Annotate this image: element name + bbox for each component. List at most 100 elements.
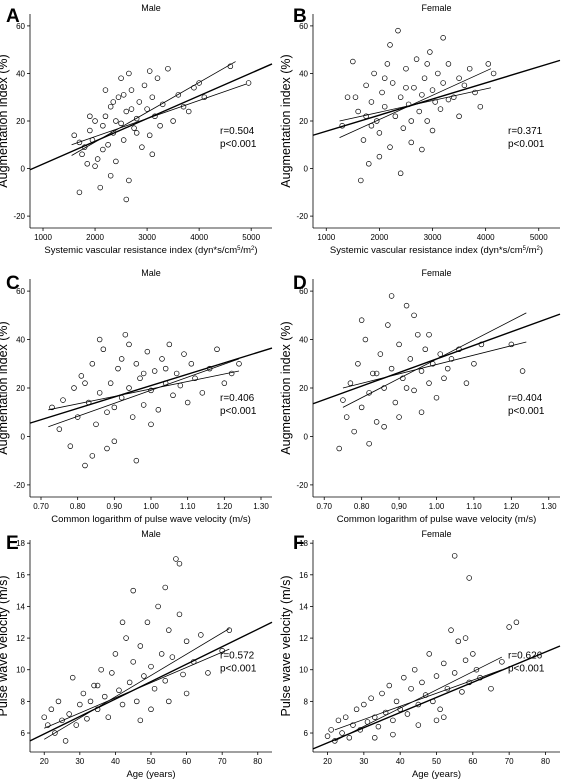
y-tick-label: 12 — [16, 634, 25, 643]
y-tick-label: 20 — [16, 117, 25, 126]
data-point — [158, 651, 165, 657]
data-point — [126, 70, 132, 77]
data-point — [347, 380, 354, 386]
data-point — [173, 370, 180, 377]
data-point — [109, 670, 115, 676]
data-point — [351, 428, 357, 435]
data-point — [435, 70, 441, 77]
panel-title: Female — [421, 268, 451, 278]
data-point — [180, 671, 186, 678]
data-point — [245, 80, 252, 86]
data-point — [470, 651, 476, 657]
x-tick-label: 20 — [40, 757, 49, 766]
data-point — [101, 693, 108, 700]
data-point — [324, 733, 331, 739]
data-point — [372, 735, 378, 741]
data-point — [166, 698, 172, 705]
data-point — [78, 373, 85, 379]
data-point — [451, 670, 458, 676]
data-point — [343, 414, 350, 420]
data-point — [392, 113, 399, 119]
data-point — [141, 673, 147, 679]
data-point — [128, 106, 135, 112]
data-point — [411, 387, 417, 394]
data-point — [473, 666, 480, 673]
x-tick-label: 70 — [218, 757, 227, 766]
data-point — [60, 397, 66, 403]
data-point — [113, 158, 119, 165]
x-tick-label: 2000 — [86, 233, 104, 242]
p-value: p<0.001 — [508, 139, 545, 150]
data-point — [444, 365, 451, 372]
confidence-line — [48, 358, 240, 428]
data-point — [328, 727, 334, 733]
data-point — [84, 716, 90, 722]
data-point — [429, 87, 436, 93]
data-point — [136, 99, 143, 105]
x-tick-label: 40 — [396, 757, 405, 766]
data-point — [339, 730, 345, 736]
x-tick-label: 5000 — [242, 233, 260, 242]
data-point — [149, 151, 156, 158]
data-point — [379, 89, 385, 96]
data-point — [118, 394, 125, 401]
y-tick-label: 10 — [16, 666, 25, 675]
data-point — [403, 65, 409, 72]
data-point — [148, 387, 154, 394]
data-point — [134, 698, 140, 705]
data-point — [387, 42, 393, 48]
data-point — [201, 94, 208, 100]
data-point — [472, 89, 478, 96]
confidence-line — [71, 83, 247, 146]
x-axis-title: Systemic vascular resistance index (dyn*… — [330, 245, 543, 256]
data-point — [144, 619, 151, 626]
x-tick-label: 0.90 — [107, 502, 123, 511]
data-point — [122, 331, 129, 338]
data-point — [133, 115, 140, 122]
data-point — [105, 714, 112, 720]
data-point — [388, 293, 395, 299]
data-point — [107, 380, 114, 386]
data-point — [419, 679, 425, 686]
x-tick-label: 1.30 — [541, 502, 557, 511]
data-point — [41, 714, 47, 720]
x-tick-label: 1.00 — [143, 502, 159, 511]
data-point — [352, 94, 359, 100]
y-tick-label: 40 — [299, 336, 308, 345]
data-point — [76, 139, 83, 146]
data-point — [466, 575, 472, 581]
y-axis-title: Pulse wave velocity (m/s) — [0, 575, 10, 716]
data-point — [131, 125, 137, 131]
data-point — [89, 361, 96, 367]
y-tick-label: 0 — [304, 432, 309, 441]
data-point — [97, 184, 104, 191]
data-point — [198, 632, 204, 638]
data-point — [426, 380, 432, 386]
data-point — [154, 75, 161, 81]
data-point — [342, 714, 349, 720]
data-point — [416, 108, 422, 115]
data-point — [490, 70, 497, 77]
p-value: p<0.001 — [220, 139, 257, 150]
panel-b: B Female -20 0 20 40 60 1000 2000 3000 4000 5000 Sys… — [279, 3, 561, 256]
y-tick-label: 14 — [299, 602, 308, 611]
confidence-line — [342, 341, 527, 389]
data-point — [358, 317, 365, 323]
data-point — [381, 385, 387, 391]
p-value: p<0.001 — [508, 664, 545, 675]
data-point — [71, 132, 77, 139]
confidence-line — [44, 628, 230, 740]
regression-line — [312, 59, 561, 136]
data-point — [413, 56, 420, 62]
data-point — [102, 87, 109, 93]
data-point — [102, 113, 109, 119]
data-point — [169, 654, 176, 660]
data-point — [411, 666, 418, 673]
data-point — [183, 690, 190, 697]
x-tick-label: 0.70 — [316, 502, 332, 511]
y-tick-label: 40 — [16, 69, 25, 78]
data-point — [519, 368, 526, 374]
data-point — [130, 659, 136, 665]
data-point — [100, 346, 107, 352]
data-point — [155, 603, 161, 610]
